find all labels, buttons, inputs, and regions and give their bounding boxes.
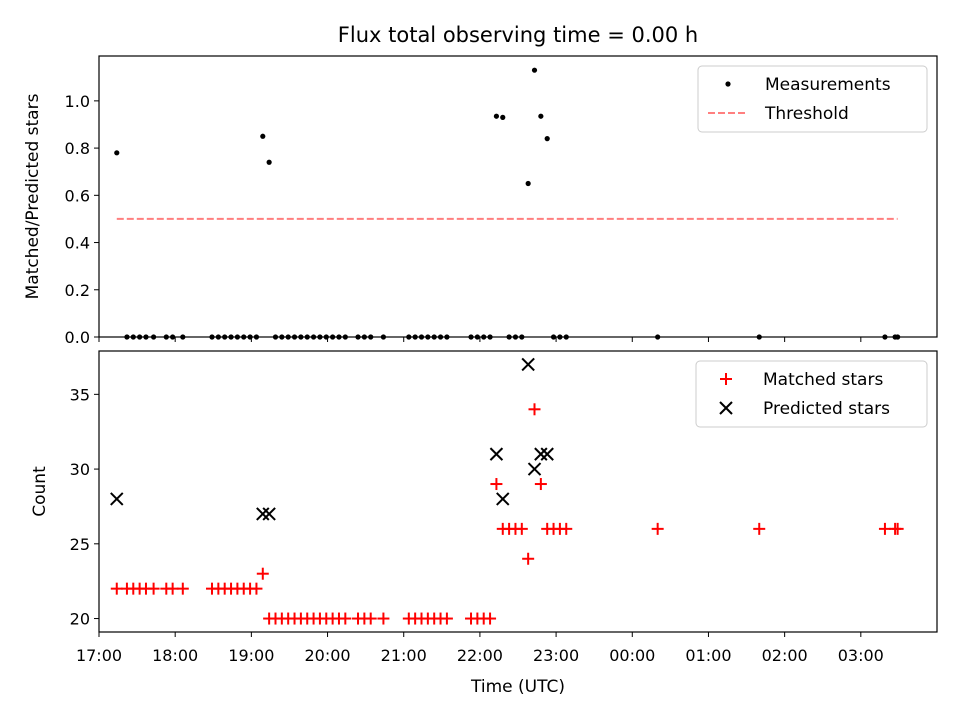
measurement-point [538, 113, 544, 119]
predicted-star-point [262, 507, 276, 521]
matched-star-point [528, 403, 541, 416]
matched-star-point [484, 612, 497, 625]
x-tick-label: 01:00 [685, 646, 731, 665]
x-tick-label: 21:00 [381, 646, 427, 665]
chart-title: Flux total observing time = 0.00 h [338, 23, 698, 47]
measurement-point [500, 114, 506, 120]
top-y-tick-label: 0.0 [65, 328, 90, 347]
matched-star-point [560, 522, 573, 535]
predicted-star-point [540, 447, 554, 461]
legend-predicted-marker [719, 401, 733, 415]
matched-star-point [110, 582, 123, 595]
matched-star-point [176, 582, 189, 595]
bottom-y-tick-label: 20 [70, 610, 90, 629]
measurement-point [531, 67, 538, 73]
x-tick-label: 17:00 [76, 646, 122, 665]
measurement-point [114, 150, 120, 156]
x-tick-label: 23:00 [533, 646, 579, 665]
matched-star-point [522, 552, 535, 565]
x-tick-label: 19:00 [228, 646, 274, 665]
legend-measurements-marker [725, 81, 731, 87]
top-y-ticks: 0.0 0.2 0.4 0.6 0.8 1.0 [65, 92, 99, 347]
matched-star-point [891, 522, 904, 535]
legend-matched-label: Matched stars [763, 370, 883, 390]
top-y-tick-label: 0.4 [65, 234, 90, 253]
predicted-star-point [256, 507, 270, 521]
measurement-point [260, 133, 266, 139]
legend-matched-marker [720, 373, 732, 385]
top-legend-box [697, 65, 928, 133]
top-y-tick-label: 1.0 [65, 92, 90, 111]
measurement-point [266, 159, 272, 165]
top-y-tick-label: 0.8 [65, 139, 90, 158]
top-legend: Measurements Threshold [697, 65, 928, 133]
matched-star-point [147, 582, 160, 595]
x-axis-label: Time (UTC) [470, 677, 565, 697]
bottom-y-ticks: 20 25 30 35 [70, 385, 99, 629]
legend-predicted-label: Predicted stars [763, 399, 890, 419]
legend-measurements-label: Measurements [765, 75, 891, 95]
x-tick-label: 03:00 [838, 646, 884, 665]
matched-star-point [878, 522, 891, 535]
predicted-star-point [521, 357, 535, 372]
matched-star-point [250, 582, 263, 595]
bottom-y-tick-label: 30 [70, 460, 90, 479]
top-y-tick-label: 0.2 [65, 281, 90, 300]
predicted-star-point [489, 447, 504, 461]
top-axes-frame [98, 55, 938, 338]
bottom-y-axis-label: Count [30, 466, 50, 517]
measurement-point [525, 180, 531, 187]
x-tick-label: 20:00 [304, 646, 350, 665]
top-y-axis-label: Matched/Predicted stars [23, 93, 43, 299]
bottom-panel: 20 25 30 35 17:00 18:00 19:00 20:00 21:00 22:00 2… [30, 350, 938, 697]
matched-star-point [166, 582, 179, 595]
top-y-tick-label: 0.6 [65, 186, 90, 205]
legend-threshold-label: Threshold [764, 104, 849, 124]
bottom-legend-box [695, 360, 928, 428]
x-tick-label: 22:00 [457, 646, 503, 665]
bottom-x-ticks: 17:00 18:00 19:00 20:00 21:00 22:00 23:00 00:00… [76, 632, 884, 665]
x-tick-label: 02:00 [762, 646, 808, 665]
bottom-plot-marks [110, 357, 904, 625]
matched-star-point [515, 522, 528, 535]
predicted-star-point [527, 462, 542, 476]
measurement-point [544, 136, 550, 142]
bottom-axes-frame [98, 350, 938, 633]
matched-star-point [651, 522, 664, 535]
matched-star-point [256, 567, 269, 580]
matched-star-point [753, 522, 766, 535]
bottom-y-tick-label: 25 [70, 535, 90, 554]
top-panel: 0.0 0.2 0.4 0.6 0.8 1.0 Matched/Predicted sta… [23, 55, 938, 347]
matched-star-point [440, 612, 453, 625]
predicted-star-point [496, 492, 510, 506]
matched-star-point [534, 478, 547, 491]
measurement-point [493, 113, 500, 119]
matched-star-point [364, 612, 377, 625]
bottom-legend: Matched stars Predicted stars [695, 360, 928, 428]
matched-star-point [490, 478, 503, 491]
x-tick-label: 00:00 [609, 646, 655, 665]
predicted-star-point [110, 492, 124, 506]
matched-star-point [377, 612, 390, 625]
predicted-star-point [534, 447, 548, 461]
matched-star-point [339, 612, 352, 625]
x-tick-label: 18:00 [152, 646, 198, 665]
top-x-ticks [98, 337, 862, 342]
bottom-y-tick-label: 35 [70, 385, 90, 404]
